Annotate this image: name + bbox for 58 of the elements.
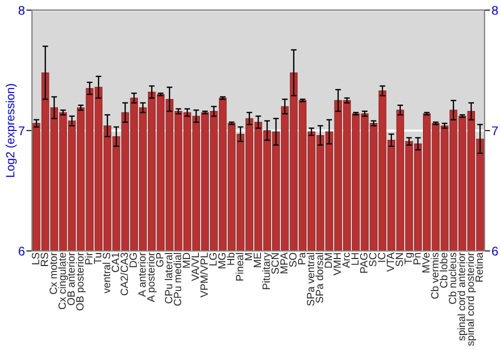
- x-tick-label: SCN: [271, 253, 279, 274]
- x-tick-label: A posterior: [146, 252, 157, 302]
- x-tick-label: DM: [324, 253, 332, 268]
- x-tick-label: PAG: [360, 253, 368, 273]
- x-tick-label: Pa: [298, 252, 306, 264]
- x-tick-label: Pineal: [236, 253, 244, 280]
- x-tick-label: M: [244, 253, 252, 260]
- x-tick-label: Pn: [413, 253, 421, 264]
- x-tick-label: A anterior: [138, 252, 146, 297]
- x-tick-label: RS: [40, 252, 48, 266]
- x-tick-label: Pir: [84, 252, 92, 264]
- x-tick-label: SN: [396, 253, 404, 266]
- x-tick-label: MVe: [422, 252, 430, 272]
- x-tick-label: VMH: [334, 253, 341, 276]
- x-tick-label: IC: [378, 252, 386, 262]
- x-tick-label: SC: [369, 252, 376, 266]
- y-tick-label: 7: [18, 126, 24, 136]
- x-tick-label: Hb: [226, 252, 234, 265]
- x-tick-label: VTA: [386, 252, 394, 272]
- x-tick-label: VA/VL: [191, 252, 199, 282]
- y-tick-label: 6: [18, 246, 25, 256]
- x-tick-label: Cb vermis: [430, 252, 438, 299]
- x-tick-label: CPu medial: [174, 253, 182, 306]
- x-tick-label: OB posterior: [76, 252, 86, 310]
- x-tick-label: Tu: [94, 253, 102, 264]
- x-tick-label: Tg: [404, 253, 414, 264]
- x-tick-label: SPa ventral: [306, 253, 314, 306]
- x-tick-label: ventral S: [102, 252, 110, 294]
- x-tick-label: spinal cord anterior: [457, 252, 468, 341]
- x-tick-label: MG: [218, 253, 226, 268]
- x-tick-label: Arc: [342, 252, 350, 268]
- x-tick-label: CA1: [112, 252, 120, 272]
- x-tick-label: spinal cord posterior: [466, 252, 476, 346]
- x-tick-label: MD: [182, 252, 190, 268]
- x-tick-label: GP: [156, 252, 164, 267]
- x-tick-label: Cb nucleus: [448, 252, 456, 304]
- y2-tick-label: 7: [492, 126, 498, 136]
- x-tick-label: DG: [129, 253, 137, 268]
- x-tick-label: Cb lobe: [440, 252, 448, 288]
- x-tick-label: ME: [254, 252, 261, 268]
- x-tick-label: LS: [32, 252, 40, 264]
- x-tick-label: SO: [289, 252, 297, 267]
- x-tick-label: LH: [351, 253, 359, 265]
- x-tick-label: VPM/VPL: [200, 252, 208, 298]
- x-tick-label: SPa dorsal: [316, 253, 324, 303]
- y2-tick-label: 8: [492, 6, 498, 15]
- x-tick-label: Cx cingulate: [58, 252, 68, 310]
- x-tick-label: CPu lateral: [164, 253, 172, 304]
- x-tick-label: MPA: [280, 252, 288, 274]
- y2-tick-label: 6: [492, 246, 498, 256]
- x-tick-label: CA2/CA3: [120, 252, 128, 296]
- x-tick-label: Cx motor: [50, 252, 57, 294]
- y-axis-title: Log2 (expression): [6, 84, 17, 177]
- x-tick-label: Pituitary: [262, 252, 272, 290]
- x-tick-label: LG: [209, 253, 217, 266]
- x-tick-label: Retina: [475, 252, 483, 282]
- y-tick-label: 8: [18, 6, 25, 15]
- x-tick-label: OB anterior: [67, 252, 75, 306]
